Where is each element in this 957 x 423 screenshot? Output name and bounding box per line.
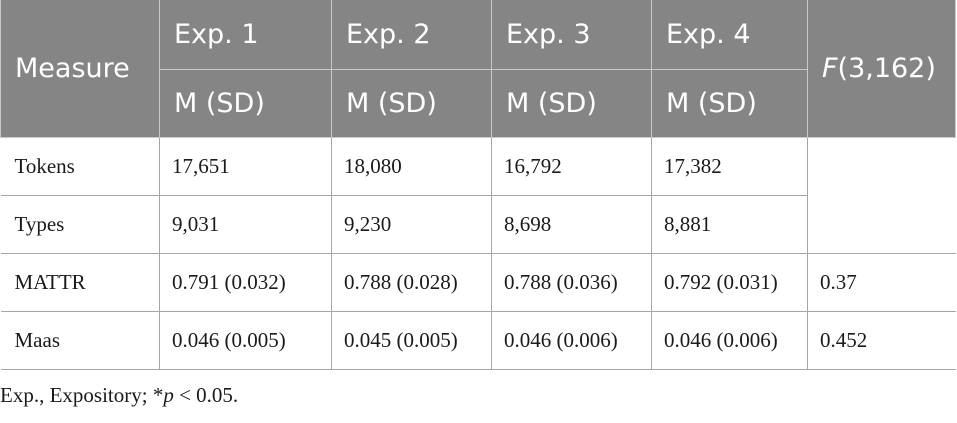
row-label-maas: Maas: [0, 311, 160, 370]
cell-maas-exp1: 0.046 (0.005): [159, 311, 332, 370]
footnote-suffix: < 0.05.: [173, 383, 239, 407]
f-statistic-column-header: F(3,162): [807, 0, 956, 138]
measure-column-header: Measure: [0, 0, 160, 138]
table-row-tokens: Tokens 17,651 18,080 16,792 17,382: [0, 137, 956, 254]
header-row-subheader: M (SD) M (SD) M (SD) M (SD): [1, 69, 956, 138]
cell-types-exp4: 8,881: [651, 195, 808, 254]
table-body: Tokens 17,651 18,080 16,792 17,382 Types…: [0, 137, 956, 370]
cell-mattr-f: 0.37: [807, 253, 956, 312]
cell-types-exp3: 8,698: [491, 195, 652, 254]
cell-mattr-exp2: 0.788 (0.028): [331, 253, 492, 312]
cell-maas-exp2: 0.045 (0.005): [331, 311, 492, 370]
results-table: Measure Exp. 1 Exp. 2 Exp. 3 Exp. 4 F(3,…: [0, 0, 956, 370]
table-row-maas: Maas 0.046 (0.005) 0.045 (0.005) 0.046 (…: [0, 311, 956, 370]
cell-mattr-exp4: 0.792 (0.031): [651, 253, 808, 312]
table-row-mattr: MATTR 0.791 (0.032) 0.788 (0.028) 0.788 …: [0, 253, 956, 312]
exp2-column-header: Exp. 2: [331, 0, 492, 70]
table-header: Measure Exp. 1 Exp. 2 Exp. 3 Exp. 4 F(3,…: [0, 0, 956, 138]
table-row-types: Types 9,031 9,230 8,698 8,881: [0, 195, 956, 254]
cell-maas-exp4: 0.046 (0.006): [651, 311, 808, 370]
cell-mattr-exp3: 0.788 (0.036): [491, 253, 652, 312]
cell-tokens-exp3: 16,792: [491, 137, 652, 196]
exp2-subheader: M (SD): [331, 69, 492, 138]
exp4-subheader: M (SD): [651, 69, 808, 138]
cell-maas-f: 0.452: [807, 311, 956, 370]
header-row-experiments: Measure Exp. 1 Exp. 2 Exp. 3 Exp. 4 F(3,…: [0, 0, 956, 138]
cell-f-tokens-types: [807, 137, 956, 254]
cell-tokens-exp2: 18,080: [331, 137, 492, 196]
exp1-column-header: Exp. 1: [159, 0, 332, 70]
exp4-column-header: Exp. 4: [651, 0, 808, 70]
f-degrees: (3,162): [837, 53, 936, 84]
cell-maas-exp3: 0.046 (0.006): [491, 311, 652, 370]
exp3-subheader: M (SD): [491, 69, 652, 138]
cell-types-exp2: 9,230: [331, 195, 492, 254]
footnote-p-symbol: p: [163, 383, 174, 407]
cell-tokens-exp1: 17,651: [159, 137, 332, 196]
footnote-prefix: Exp., Expository; *: [0, 383, 164, 407]
row-label-tokens: Tokens: [0, 137, 160, 196]
f-letter: F: [822, 53, 838, 84]
cell-types-exp1: 9,031: [159, 195, 332, 254]
cell-mattr-exp1: 0.791 (0.032): [159, 253, 332, 312]
cell-tokens-exp4: 17,382: [651, 137, 808, 196]
row-label-types: Types: [0, 195, 160, 254]
row-label-mattr: MATTR: [0, 253, 160, 312]
exp1-subheader: M (SD): [159, 69, 332, 138]
exp3-column-header: Exp. 3: [491, 0, 652, 70]
table-footnote: Exp., Expository; *p < 0.05.: [0, 383, 238, 408]
